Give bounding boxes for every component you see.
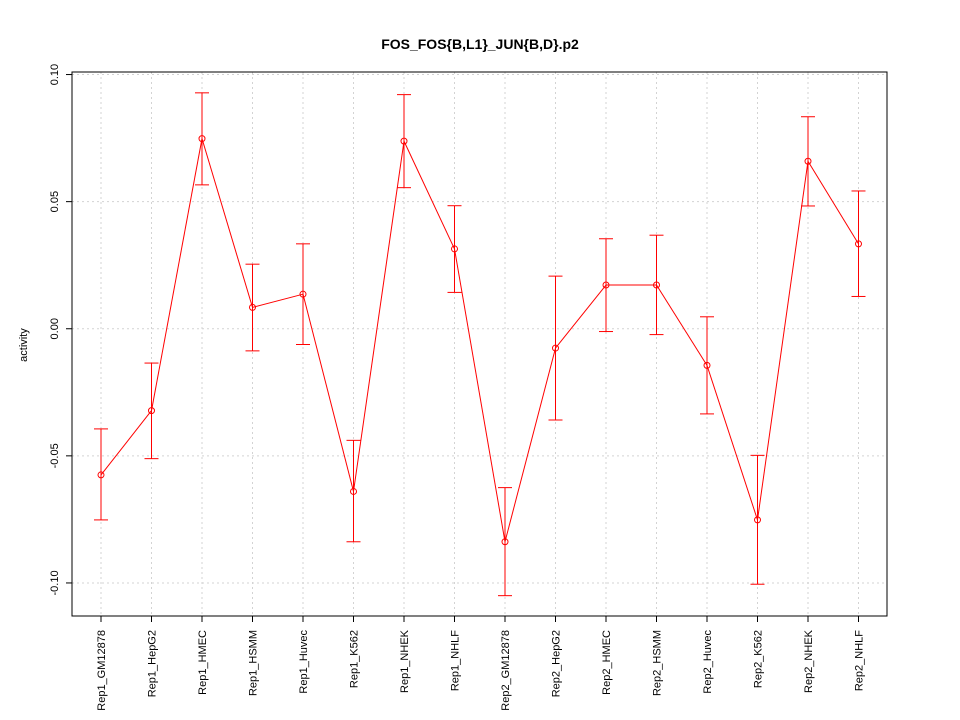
data-point [804, 157, 812, 165]
data-point [198, 135, 206, 143]
y-tick-label: -0.05 [49, 443, 61, 468]
x-tick-label: Rep2_NHEK [803, 629, 815, 693]
data-point [350, 487, 357, 495]
x-tick-label: Rep1_HMEC [197, 630, 209, 695]
data-point [97, 471, 105, 479]
data-point [552, 344, 559, 352]
x-tick-label: Rep1_GM12878 [96, 630, 108, 711]
data-point [855, 240, 862, 248]
series-line-segment [151, 138, 203, 411]
series-line-segment [757, 161, 809, 520]
y-tick-label: 0.05 [49, 191, 61, 212]
series-line-segment [656, 284, 708, 366]
x-tick-label: Rep1_NHLF [450, 630, 462, 691]
x-tick-label: Rep1_Huvec [298, 630, 310, 694]
y-tick-label: -0.10 [49, 570, 61, 595]
chart-title: FOS_FOS{B,L1}_JUN{B,D}.p2 [381, 36, 579, 52]
x-tick-label: Rep2_K562 [753, 630, 765, 688]
series-line-segment [302, 294, 354, 492]
x-tick-label: Rep2_HSMM [652, 630, 664, 696]
data-point [501, 538, 509, 546]
data-point [653, 281, 660, 289]
x-tick-label: Rep2_HMEC [601, 630, 613, 695]
series-line-segment [252, 293, 304, 308]
series-line-segment [353, 141, 405, 492]
data-point [400, 137, 408, 145]
series [94, 92, 866, 597]
axes: -0.10 -0.05 0.00 0.05 0.10 Rep1_GM12878 Rep1_H… [49, 64, 866, 711]
data-point [602, 281, 610, 289]
series-line-segment [555, 284, 607, 349]
x-tick-label: Rep1_HepG2 [147, 630, 159, 697]
x-tick-label: Rep2_NHLF [854, 630, 866, 691]
plot-frame [71, 71, 888, 617]
data-point [249, 303, 256, 311]
data-point [451, 245, 458, 253]
x-tick-label: Rep2_HepG2 [551, 630, 563, 697]
y-tick-label: 0.00 [49, 318, 61, 339]
series-line-segment [706, 365, 758, 521]
x-tick-label: Rep2_GM12878 [500, 630, 512, 711]
series-line-segment [454, 248, 506, 542]
data-point [299, 290, 307, 298]
series-line-segment [100, 410, 152, 476]
series-line-segment [403, 140, 455, 250]
series-line-segment [807, 160, 859, 245]
y-tick-label: 0.10 [49, 64, 61, 85]
data-point [754, 516, 761, 524]
series-line-segment [201, 138, 253, 308]
x-tick-label: Rep1_HSMM [248, 630, 260, 696]
y-axis-label: activity [18, 328, 30, 362]
grid [72, 72, 887, 616]
x-tick-label: Rep2_Huvec [702, 630, 714, 694]
data-point [148, 407, 155, 415]
x-tick-label: Rep1_NHEK [399, 629, 411, 693]
data-point [703, 361, 711, 369]
series-line-segment [504, 347, 556, 542]
x-tick-label: Rep1_K562 [349, 630, 361, 688]
